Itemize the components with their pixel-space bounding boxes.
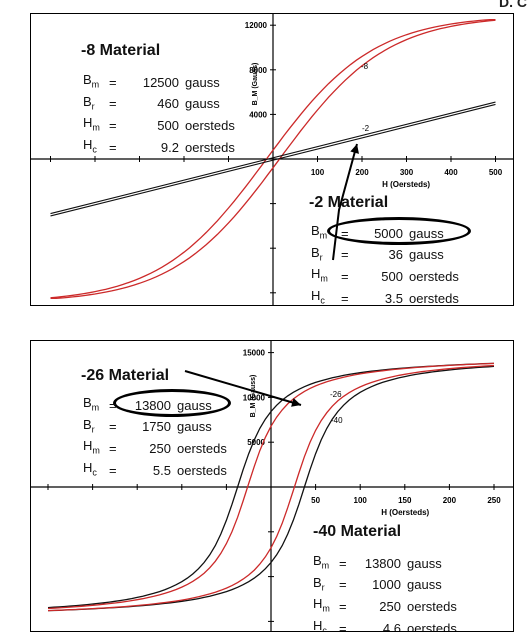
x-axis-label: H (Oersteds)	[381, 508, 429, 517]
x-tick-label: 50	[311, 496, 320, 505]
prop-row-hm: Hm = 250 oersteds	[313, 596, 457, 614]
x-tick-label: 200	[443, 496, 457, 505]
y-tick-label: 10000	[243, 393, 266, 402]
x-tick-label: 300	[400, 168, 414, 177]
series-loop-lower--40	[47, 364, 495, 612]
callout-arrow	[332, 143, 358, 261]
series-line--2	[50, 101, 496, 215]
series-loop-lower--8	[50, 19, 496, 300]
callout-arrowhead	[350, 144, 359, 154]
prop-row-hm: Hm = 500 oersteds	[83, 115, 235, 133]
highlight-ellipse-bm-2	[327, 217, 471, 245]
y-axis-label: B_M (Gauss)	[250, 375, 257, 418]
chart-2-plot: 50 100 150 200 250 5000 10000 15000 H (Oersteds)…	[31, 341, 513, 631]
material-title-2: -2 Material	[309, 194, 389, 211]
callout-arrowhead	[291, 398, 301, 407]
prop-row-bm: Bm = 5000 gauss	[311, 223, 444, 241]
prop-row-hm: Hm = 250 oersteds	[83, 438, 227, 456]
prop-row-hm: Hm = 500 oersteds	[311, 266, 459, 284]
chart-panel-2: 50 100 150 200 250 5000 10000 15000 H (Oersteds)…	[30, 340, 514, 632]
material-title-26: -26 Material	[81, 367, 170, 384]
material-title-8: -8 Material	[81, 42, 161, 59]
series-label--8: -8	[361, 62, 369, 71]
x-tick-label: 100	[354, 496, 368, 505]
material-props-26: Bm = 13800 gauss Br = 1750 gauss Hm = 250 oersted…	[83, 395, 227, 481]
x-axis-label: H (Oersteds)	[382, 180, 430, 189]
y-tick-label: 5000	[247, 438, 265, 447]
series-label--26: -26	[330, 390, 342, 399]
x-tick-label: 200	[355, 168, 369, 177]
chart-panel-1: 100 200 300 400 500 4000 8000 12000 H (Oersteds)…	[30, 13, 514, 306]
material-props-8: Bm = 12500 gauss Br = 460 gauss Hm = 500 oersteds…	[83, 72, 235, 158]
callout-arrow	[184, 370, 302, 406]
highlight-ellipse-bm-26	[113, 389, 231, 417]
prop-row-hc: Hc = 3.5 oersteds	[311, 287, 459, 306]
prop-row-bm: Bm = 12500 gauss	[83, 72, 220, 90]
material-props-2: Bm = 5000 gauss Br = 36 gauss Hm = 500 oersteds H…	[311, 223, 459, 306]
prop-row-br: Br = 1750 gauss	[83, 416, 212, 435]
corner-label: D. C	[499, 0, 527, 10]
series-line--2	[50, 103, 496, 217]
prop-row-hc: Hc = 5.5 oersteds	[83, 459, 227, 478]
x-tick-label: 400	[444, 168, 458, 177]
prop-row-hc: Hc = 4.6 oersteds	[313, 617, 457, 632]
y-tick-label: 4000	[249, 110, 267, 119]
chart-1-plot: 100 200 300 400 500 4000 8000 12000 H (Oersteds)…	[31, 14, 513, 305]
series-loop-upper--40	[47, 362, 495, 610]
series-loop-upper--8	[50, 18, 496, 299]
material-title-40: -40 Material	[313, 523, 402, 540]
prop-row-bm: Bm = 13800 gauss	[83, 395, 212, 413]
material-props-40: Bm = 13800 gauss Br = 1000 gauss Hm = 250 oersted…	[313, 553, 457, 632]
x-tick-label: 100	[311, 168, 325, 177]
y-tick-label: 8000	[249, 66, 267, 75]
prop-row-hc: Hc = 9.2 oersteds	[83, 136, 235, 155]
prop-row-br: Br = 460 gauss	[83, 93, 220, 112]
prop-row-br: Br = 36 gauss	[311, 244, 444, 263]
series-label--2: -2	[362, 124, 370, 133]
x-tick-label: 500	[489, 168, 503, 177]
y-axis-label: B_M (Gauss)	[252, 63, 259, 106]
x-tick-label: 150	[398, 496, 412, 505]
y-tick-label: 15000	[243, 349, 266, 358]
prop-row-bm: Bm = 13800 gauss	[313, 553, 442, 571]
prop-row-br: Br = 1000 gauss	[313, 574, 442, 593]
x-tick-label: 250	[487, 496, 501, 505]
y-tick-label: 12000	[245, 21, 268, 30]
series-label--40: -40	[331, 416, 343, 425]
